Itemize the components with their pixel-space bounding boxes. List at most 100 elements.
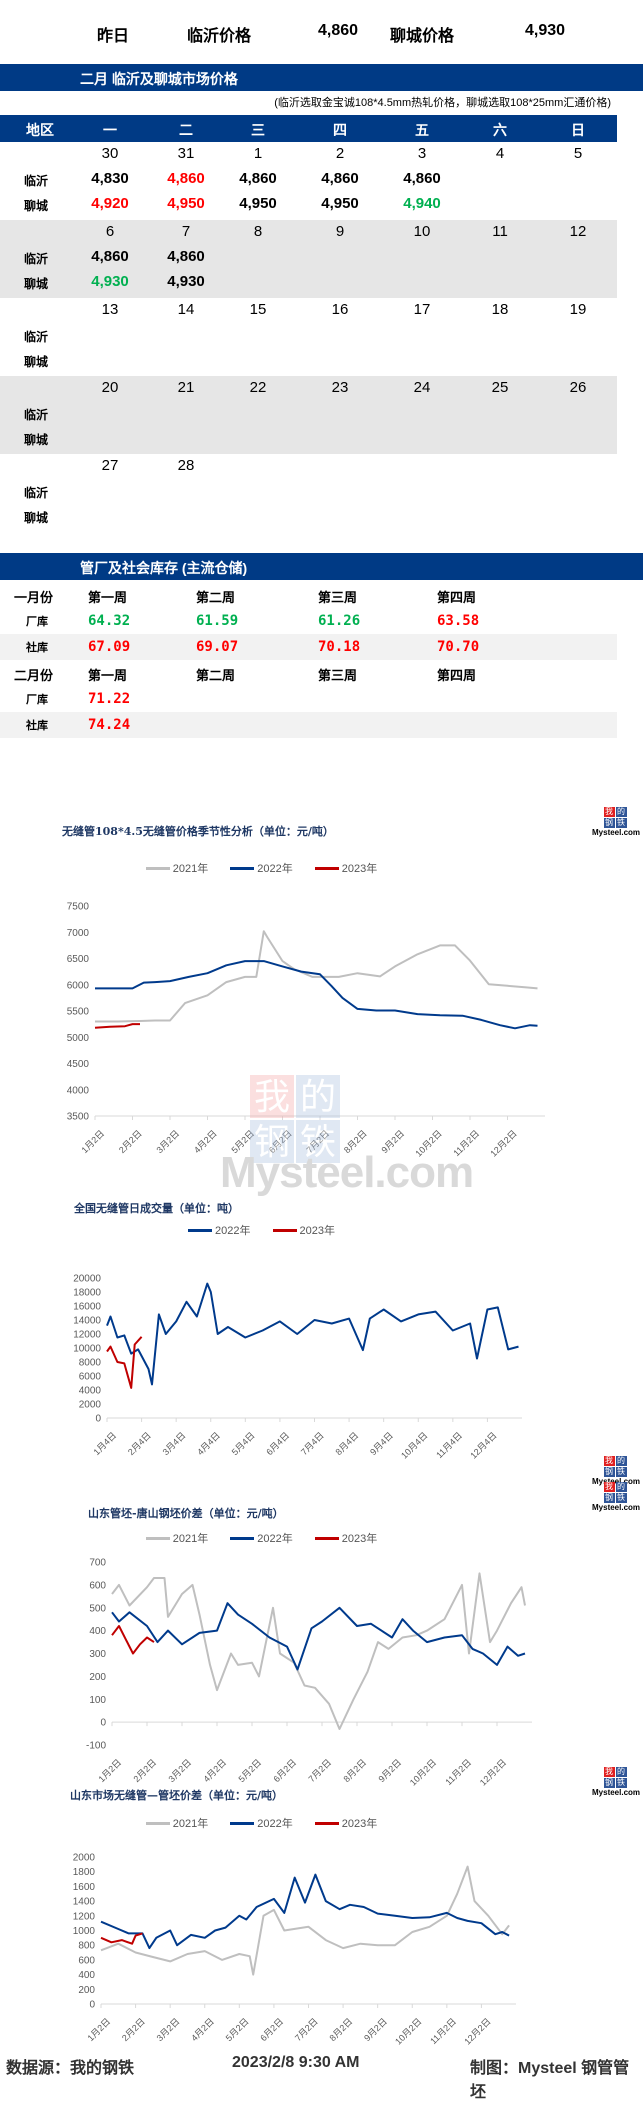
calendar-day-number: 4 xyxy=(495,145,505,162)
social-inventory-row: 社库 74.24 xyxy=(0,712,617,738)
y-tick-label: 1200 xyxy=(73,1911,96,1922)
x-tick-label: 8月2日 xyxy=(328,2016,355,2043)
y-tick-label: 1000 xyxy=(73,1926,96,1937)
calendar-day-number: 12 xyxy=(569,223,587,240)
x-tick-label: 4月2日 xyxy=(192,1128,219,1155)
inventory-month-header: 一月份 第一周 第二周 第三周 第四周 xyxy=(0,582,617,608)
series-line-2022年 xyxy=(100,1873,510,1950)
calendar-day-number: 20 xyxy=(101,379,119,396)
calendar-weekday-header: 地区 一 二 三 四 五 六 日 xyxy=(0,115,617,142)
price-linyi: 4,860 xyxy=(167,248,205,265)
factory-inventory-value: 61.26 xyxy=(318,613,361,629)
y-tick-label: 6000 xyxy=(79,1372,102,1383)
inventory-title: 管厂及社会库存 (主流仓储) xyxy=(80,560,248,576)
legend-item: 2021年 xyxy=(145,1530,208,1546)
footer-credit: 制图：Mysteel 钢管管坯 xyxy=(470,2060,630,2101)
watermark-logo: 我的钢铁 xyxy=(250,1075,340,1163)
calendar-day-number: 10 xyxy=(413,223,431,240)
factory-inventory-value: 64.32 xyxy=(88,613,131,629)
row-label-liaocheng: 聊城 xyxy=(24,199,49,213)
y-tick-label: 4000 xyxy=(67,1085,90,1096)
x-tick-label: 12月2日 xyxy=(478,1757,508,1787)
linyi-price-value: 4,860 xyxy=(318,22,359,39)
chart-title: 无缝管108*4.5无缝管价格季节性分析（单位：元/吨） xyxy=(62,825,334,838)
watermark-cell: 我 xyxy=(250,1075,294,1118)
x-tick-label: 2月2日 xyxy=(117,1128,144,1155)
logo-cell: 铁 xyxy=(615,1778,627,1788)
logo-cell: 铁 xyxy=(615,1493,627,1503)
x-tick-label: 1月2日 xyxy=(79,1128,106,1155)
x-tick-label: 5月2日 xyxy=(236,1757,263,1784)
legend-item: 2022年 xyxy=(230,860,293,876)
week-label: 第二周 xyxy=(196,669,236,684)
header-weekday: 五 xyxy=(415,122,429,138)
header-weekday: 四 xyxy=(333,122,347,138)
series-line-2023年 xyxy=(111,1625,155,1655)
calendar-week-row: 13 14 15 16 17 18 19 临沂 聊城 xyxy=(0,298,617,376)
row-label-linyi: 临沂 xyxy=(24,330,49,344)
series-line-2022年 xyxy=(106,1282,519,1386)
y-tick-label: 3500 xyxy=(67,1112,90,1123)
y-tick-label: 1400 xyxy=(73,1897,96,1908)
social-label: 社库 xyxy=(26,719,48,732)
legend-label: 2022年 xyxy=(257,1533,293,1545)
yesterday-summary: 昨日 临沂价格 4,860 聊城价格 4,930 xyxy=(0,18,643,46)
y-tick-label: 2000 xyxy=(79,1400,102,1411)
y-tick-label: 2000 xyxy=(73,1853,96,1864)
y-tick-label: 5000 xyxy=(67,1033,90,1044)
header-weekday: 日 xyxy=(571,122,585,138)
series-line-2021年 xyxy=(111,1572,526,1730)
x-tick-label: 9月4日 xyxy=(368,1430,395,1457)
logo-cell: 我 xyxy=(603,1767,615,1777)
legend-label: 2023年 xyxy=(341,1533,378,1545)
calendar-day-number: 13 xyxy=(101,301,119,318)
x-tick-label: 7月4日 xyxy=(299,1430,326,1457)
x-tick-label: 3月2日 xyxy=(166,1757,193,1784)
price-liaocheng: 4,920 xyxy=(91,195,129,212)
legend-swatch-icon xyxy=(314,1821,339,1825)
calendar-day-number: 7 xyxy=(181,223,191,240)
row-label-linyi: 临沂 xyxy=(24,252,49,266)
week-label: 第四周 xyxy=(437,591,477,606)
x-tick-label: 9月2日 xyxy=(376,1757,403,1784)
calendar-day-number: 27 xyxy=(101,457,119,474)
factory-inventory-value: 61.59 xyxy=(196,613,239,629)
x-tick-label: 11月2日 xyxy=(443,1757,473,1787)
calendar-day-number: 24 xyxy=(413,379,431,396)
legend-item: 2022年 xyxy=(230,1530,293,1546)
price-liaocheng: 4,950 xyxy=(239,195,277,212)
legend-label: 2022年 xyxy=(257,1818,293,1830)
inventory-month-header: 二月份 第一周 第二周 第三周 第四周 xyxy=(0,660,617,686)
social-inventory-value: 74.24 xyxy=(88,717,131,733)
legend-swatch-icon xyxy=(230,1821,255,1825)
series-line-2022年 xyxy=(111,1602,526,1671)
legend-item: 2023年 xyxy=(314,1815,378,1831)
liaocheng-price-value: 4,930 xyxy=(525,22,566,39)
legend-label: 2021年 xyxy=(172,863,209,875)
x-tick-label: 6月2日 xyxy=(271,1757,298,1784)
calendar-day-number: 1 xyxy=(253,145,263,162)
y-tick-label: 18000 xyxy=(73,1288,101,1299)
x-tick-label: 7月2日 xyxy=(306,1757,333,1784)
series-line-2023年 xyxy=(106,1336,143,1389)
factory-inventory-row: 厂库 64.32 61.59 61.26 63.58 xyxy=(0,608,617,634)
x-tick-label: 11月4日 xyxy=(434,1430,464,1460)
x-tick-label: 2月2日 xyxy=(120,2016,147,2043)
y-tick-label: 0 xyxy=(89,2000,95,2011)
chart-legend: 2021年 2022年 2023年 xyxy=(0,1815,643,1831)
calendar-day-number: 18 xyxy=(491,301,509,318)
logo-cell: 铁 xyxy=(615,818,627,828)
price-linyi: 4,860 xyxy=(167,170,205,187)
price-liaocheng: 4,950 xyxy=(321,195,359,212)
logo-cell: 钢 xyxy=(603,1467,615,1477)
calendar-day-number: 31 xyxy=(177,145,195,162)
row-label-linyi: 临沂 xyxy=(24,408,49,422)
calendar-week-row: 6 7 8 9 10 11 12 临沂 4,860 4,860 聊城 4,930 4,930 xyxy=(0,220,617,298)
y-tick-label: 1600 xyxy=(73,1882,96,1893)
week-label: 第四周 xyxy=(437,669,477,684)
legend-label: 2023年 xyxy=(341,1818,378,1830)
price-linyi: 4,830 xyxy=(91,170,129,187)
y-tick-label: -100 xyxy=(86,1741,106,1752)
